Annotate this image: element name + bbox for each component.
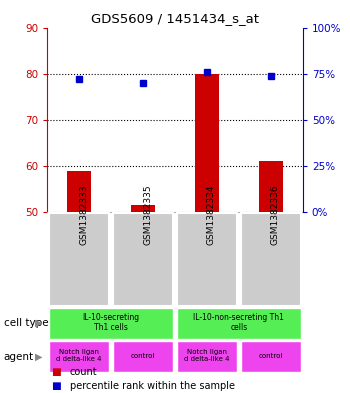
- Bar: [49, 308, 173, 339]
- Bar: [113, 213, 173, 306]
- Bar: [177, 213, 237, 306]
- Text: GSM1382336: GSM1382336: [271, 185, 280, 245]
- Text: GSM1382333: GSM1382333: [79, 185, 88, 245]
- Text: count: count: [70, 367, 98, 377]
- Text: agent: agent: [4, 352, 34, 362]
- Bar: [177, 341, 237, 372]
- Text: control: control: [259, 353, 283, 359]
- Text: GSM1382335: GSM1382335: [143, 185, 152, 245]
- Text: ■: ■: [51, 381, 61, 391]
- Text: control: control: [131, 353, 155, 359]
- Bar: [49, 213, 109, 306]
- Text: GSM1382334: GSM1382334: [207, 185, 216, 245]
- Text: ▶: ▶: [35, 352, 42, 362]
- Bar: [241, 341, 301, 372]
- Bar: [67, 171, 91, 212]
- Bar: [131, 205, 155, 212]
- Text: ▶: ▶: [35, 318, 42, 328]
- Text: cell type: cell type: [4, 318, 48, 328]
- Text: IL-10-secreting
Th1 cells: IL-10-secreting Th1 cells: [83, 313, 140, 332]
- Bar: [177, 308, 301, 339]
- Bar: [259, 162, 283, 212]
- Bar: [195, 73, 219, 212]
- Text: IL-10-non-secreting Th1
cells: IL-10-non-secreting Th1 cells: [194, 313, 284, 332]
- Bar: [113, 341, 173, 372]
- Bar: [241, 213, 301, 306]
- Text: percentile rank within the sample: percentile rank within the sample: [70, 381, 235, 391]
- Text: Notch ligan
d delta-like 4: Notch ligan d delta-like 4: [184, 349, 230, 362]
- Text: ■: ■: [51, 367, 61, 377]
- Bar: [49, 341, 109, 372]
- Text: GDS5609 / 1451434_s_at: GDS5609 / 1451434_s_at: [91, 12, 259, 25]
- Text: Notch ligan
d delta-like 4: Notch ligan d delta-like 4: [56, 349, 102, 362]
